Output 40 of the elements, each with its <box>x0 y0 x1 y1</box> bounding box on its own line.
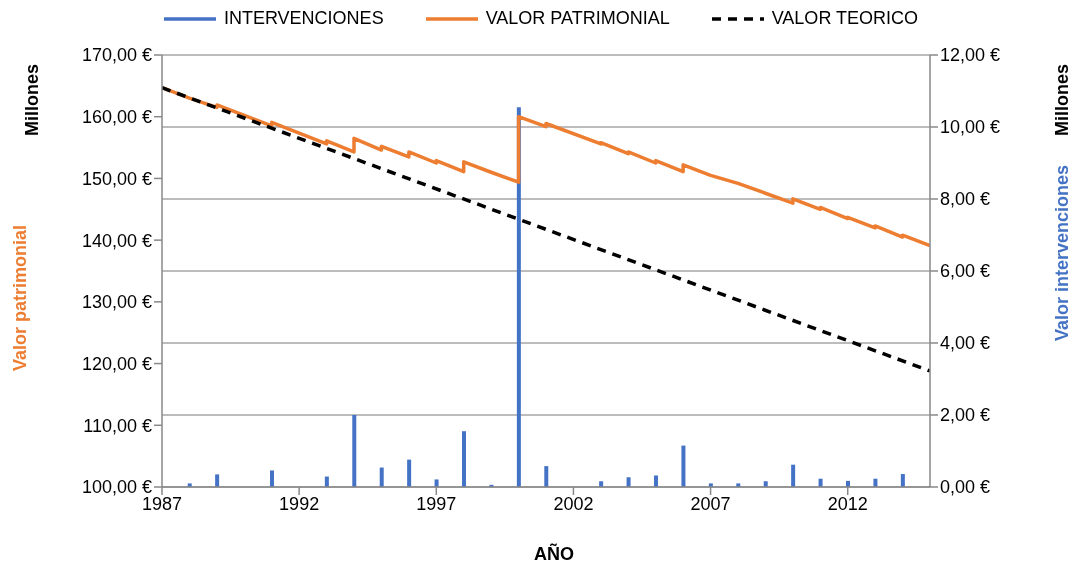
y-tick-label: 150,00 € <box>81 168 152 189</box>
bar <box>215 474 220 487</box>
y2-tick-label: 2,00 € <box>940 405 991 426</box>
y2-tick-label: 4,00 € <box>940 333 991 354</box>
y2-tick-label: 8,00 € <box>940 189 991 210</box>
bar <box>434 479 439 487</box>
bar <box>352 415 357 487</box>
bar <box>791 464 796 487</box>
y2-tick-label: 6,00 € <box>940 261 991 282</box>
y-tick-label: 110,00 € <box>83 415 152 436</box>
text: Millones <box>22 63 42 137</box>
y2-tick-label: 12,00 € <box>940 45 1001 66</box>
y2-tick-label: 10,00 € <box>940 117 1001 138</box>
x-tick-label: 2012 <box>827 493 868 514</box>
y-tick-label: 160,00 € <box>81 107 152 128</box>
bar <box>654 475 658 487</box>
y-tick-label: 120,00 € <box>81 353 152 374</box>
text: Millones <box>1052 63 1072 137</box>
x-tick-label: 1992 <box>279 493 320 514</box>
y2-tick-label: 0,00 € <box>940 477 991 498</box>
bar <box>626 477 631 487</box>
y2-axis-title: Valor intervenciones <box>1052 164 1072 342</box>
bar <box>900 474 905 487</box>
legend-label: VALOR PATRIMONIAL <box>485 8 670 29</box>
y-tick-label: 130,00 € <box>81 292 152 313</box>
x-tick-label: 2007 <box>690 493 731 514</box>
bar <box>270 470 274 487</box>
x-tick-label: 2002 <box>553 493 594 514</box>
bar <box>379 467 384 487</box>
y-axis-title: Valor patrimonial <box>10 224 30 372</box>
legend-label: INTERVENCIONES <box>223 8 384 29</box>
bar <box>681 445 686 487</box>
x-tick-label: 1997 <box>416 493 457 514</box>
bar <box>462 431 466 487</box>
bar <box>407 459 412 487</box>
legend-label: VALOR TEORICO <box>771 8 919 29</box>
y-tick-label: 140,00 € <box>81 230 152 251</box>
bar <box>544 466 549 487</box>
y-tick-label: 170,00 € <box>81 45 152 66</box>
x-axis-title: AÑO <box>534 543 574 564</box>
